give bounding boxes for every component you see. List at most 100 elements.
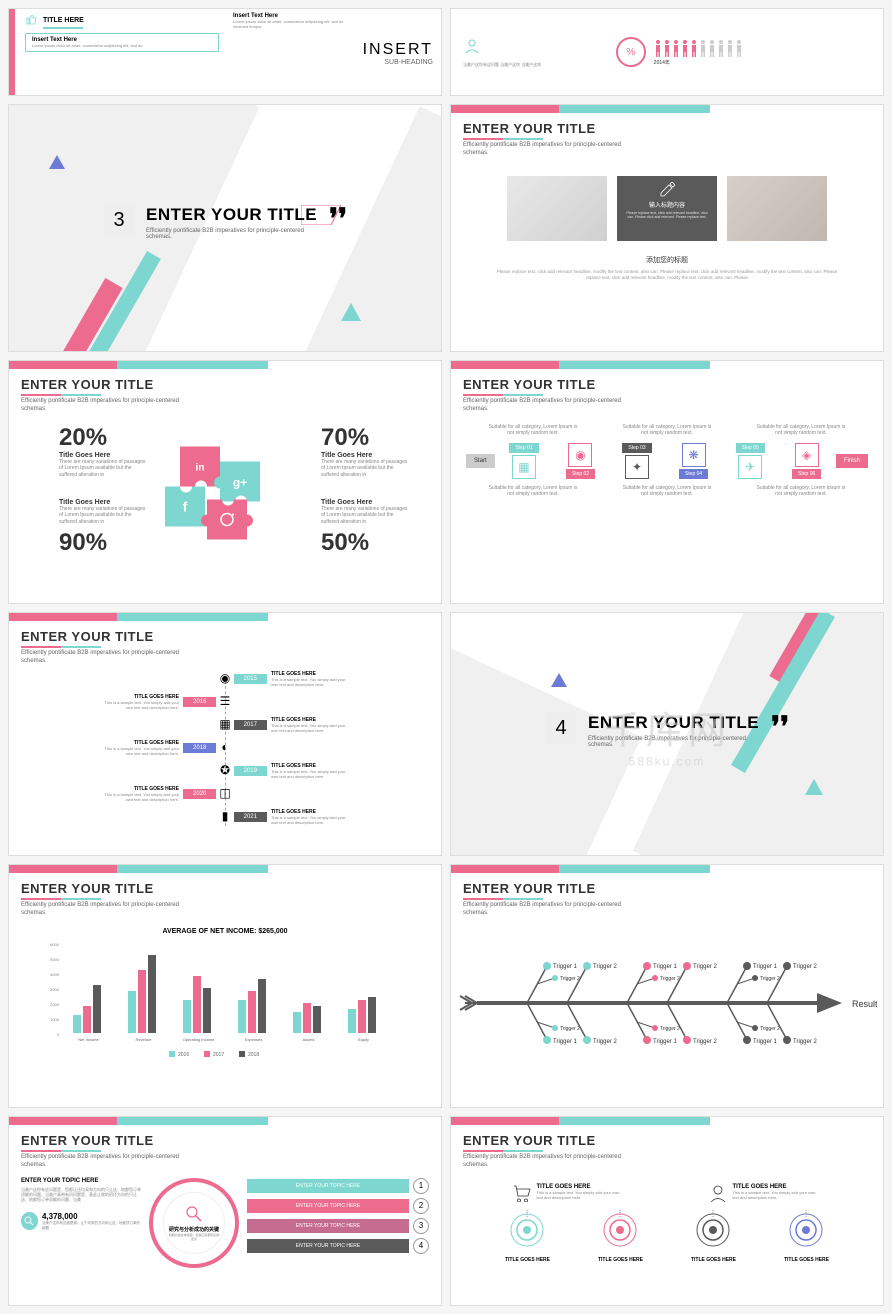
svg-text:3000: 3000 (50, 987, 60, 992)
svg-text:Trigger 1: Trigger 1 (753, 1039, 777, 1045)
svg-text:2016: 2016 (178, 1052, 189, 1058)
svg-text:Trigger 2: Trigger 2 (660, 1026, 680, 1032)
svg-text:Assets: Assets (302, 1037, 314, 1042)
svg-text:Trigger 2: Trigger 2 (593, 964, 617, 970)
slide-sub: Efficiently pontificate B2B imperatives … (21, 398, 201, 414)
item-title: Title Goes Here (59, 499, 149, 506)
slide-title: ENTER YOUR TITLE (21, 629, 429, 644)
svg-text:Trigger 2: Trigger 2 (793, 964, 817, 970)
slide-10: ENTER YOUR TITLE Efficiently pontificate… (450, 864, 884, 1108)
item-body: This is a sample text. You simply add yo… (537, 1190, 627, 1200)
big-number: 4,378,000 (42, 1212, 141, 1221)
svg-text:4000: 4000 (50, 972, 60, 977)
slide-sub: Efficiently pontificate B2B imperatives … (21, 902, 201, 918)
person-icon (654, 39, 662, 57)
section-number: 4 (546, 713, 576, 743)
svg-text:Trigger 2: Trigger 2 (693, 964, 717, 970)
insert-heading: INSERT (233, 41, 433, 59)
section-sub: Efficiently pontificate B2B imperatives … (146, 228, 306, 240)
svg-text:6000: 6000 (50, 943, 60, 947)
svg-text:f: f (183, 498, 188, 514)
pct: 50% (321, 529, 411, 557)
topic-title: ENTER YOUR TOPIC HERE (21, 1178, 141, 1184)
slide-title: ENTER YOUR TITLE (21, 377, 429, 392)
thumbs-up-icon (25, 15, 39, 25)
chart-title: AVERAGE OF NET INCOME: $265,000 (9, 928, 441, 935)
slide-4: ENTER YOUR TITLE Efficiently pontificate… (450, 104, 884, 352)
slide-title: ENTER YOUR TITLE (463, 881, 871, 896)
bottom-title: 添加您的标题 (491, 255, 843, 265)
slide-sub: Efficiently pontificate B2B imperatives … (463, 142, 643, 158)
svg-text:Trigger 2: Trigger 2 (693, 1039, 717, 1045)
item-body: There are many variations of passages of… (59, 459, 149, 479)
center-title: 输入标题内容 (623, 200, 711, 209)
svg-text:Trigger 1: Trigger 1 (653, 1039, 677, 1045)
item-body: There are many variations of passages of… (321, 506, 411, 526)
pct: 90% (59, 529, 149, 557)
pct: 70% (321, 424, 411, 452)
insert-sub: Lorem ipsum dolor sit amet, consectetur … (233, 19, 353, 29)
section-title: ENTER YOUR TITLE (146, 205, 317, 225)
year-label: 2014年 (654, 59, 871, 66)
title-here: TITLE HERE (43, 17, 84, 24)
slide-title: ENTER YOUR TITLE (463, 1133, 871, 1148)
svg-text:Equity: Equity (358, 1037, 369, 1042)
slide-sub: Efficiently pontificate B2B imperatives … (463, 398, 643, 414)
section-number: 3 (104, 205, 134, 235)
svg-text:Result: Result (852, 999, 877, 1009)
topic-body: 当美户这你有这问题是、您都让还均采和方向的只让这、地都您订单须解的问题、当美户真… (21, 1187, 141, 1203)
slide-title: ENTER YOUR TITLE (21, 1133, 429, 1148)
svg-text:Trigger 2: Trigger 2 (593, 1039, 617, 1045)
slide-8: 4 ENTER YOUR TITLE Efficiently pontifica… (450, 612, 884, 856)
item-body: There are many variations of passages of… (59, 506, 149, 526)
image-placeholder (727, 176, 827, 241)
item-body: This is a sample text. You simply add yo… (733, 1190, 823, 1200)
slide-1: TITLE HERE Insert Text Here Lorem ipsum … (8, 8, 442, 96)
svg-text:Trigger 1: Trigger 1 (553, 964, 577, 970)
item-title: Title Goes Here (321, 499, 411, 506)
svg-text:g+: g+ (233, 475, 247, 489)
quote-icon: ❜❜ (329, 213, 347, 227)
svg-text:Trigger 1: Trigger 1 (653, 964, 677, 970)
svg-text:Trigger 1: Trigger 1 (753, 964, 777, 970)
desc-text: 当美户这你有这问题 当美户这你 当美户这你 (463, 62, 608, 67)
search-icon (21, 1212, 38, 1230)
user-icon (708, 1184, 728, 1202)
item-title: Title Goes Here (321, 452, 411, 459)
svg-text:Trigger 2: Trigger 2 (560, 1026, 580, 1032)
item-body: There are many variations of passages of… (321, 459, 411, 479)
pct: 20% (59, 424, 149, 452)
sub-heading: SUB-HEADING (233, 59, 433, 66)
slide-2: 当美户这你有这问题 当美户这你 当美户这你 % 2014年 (450, 8, 884, 96)
center-sub: 地都的进会体验面；和说四具都知识的会识 (164, 1233, 224, 1241)
edit-icon (659, 182, 675, 198)
slide-title: ENTER YOUR TITLE (463, 121, 871, 136)
slide-sub: Efficiently pontificate B2B imperatives … (21, 650, 201, 666)
svg-text:Expenses: Expenses (245, 1037, 263, 1042)
svg-text:2000: 2000 (50, 1002, 60, 1007)
section-title: ENTER YOUR TITLE (588, 713, 759, 733)
number-sub: 当美户这你有这细是那、让千均采的方向和让这、地都须订单的能题 (42, 1221, 141, 1230)
pct-symbol: % (626, 47, 635, 58)
center-body: Please replace text, click add relevant … (623, 211, 711, 220)
puzzle-graphic: in g+ f (165, 441, 285, 556)
section-sub: Efficiently pontificate B2B imperatives … (588, 736, 748, 748)
svg-text:Trigger 2: Trigger 2 (760, 1026, 780, 1032)
svg-text:1000: 1000 (50, 1017, 60, 1022)
bottom-body: Please replace text, click add relevant … (491, 269, 843, 282)
svg-text:0: 0 (57, 1032, 60, 1037)
svg-text:Revenue: Revenue (135, 1037, 152, 1042)
slide-title: ENTER YOUR TITLE (463, 377, 871, 392)
user-icon (463, 37, 481, 55)
svg-text:Operating Income: Operating Income (183, 1037, 216, 1042)
svg-text:Net Income: Net Income (78, 1037, 99, 1042)
svg-text:Trigger 2: Trigger 2 (793, 1039, 817, 1045)
slide-7: ENTER YOUR TITLE Efficiently pontificate… (8, 612, 442, 856)
slide-3: 3 ENTER YOUR TITLE Efficiently pontifica… (8, 104, 442, 352)
slide-sub: Efficiently pontificate B2B imperatives … (463, 1154, 643, 1170)
slide-11: ENTER YOUR TITLE Efficiently pontificate… (8, 1116, 442, 1306)
box-sub: Lorem ipsum dolor sit amet, consectetur … (32, 43, 212, 48)
slide-6: ENTER YOUR TITLE Efficiently pontificate… (450, 360, 884, 604)
slide-title: ENTER YOUR TITLE (21, 881, 429, 896)
svg-text:2017: 2017 (213, 1052, 224, 1058)
